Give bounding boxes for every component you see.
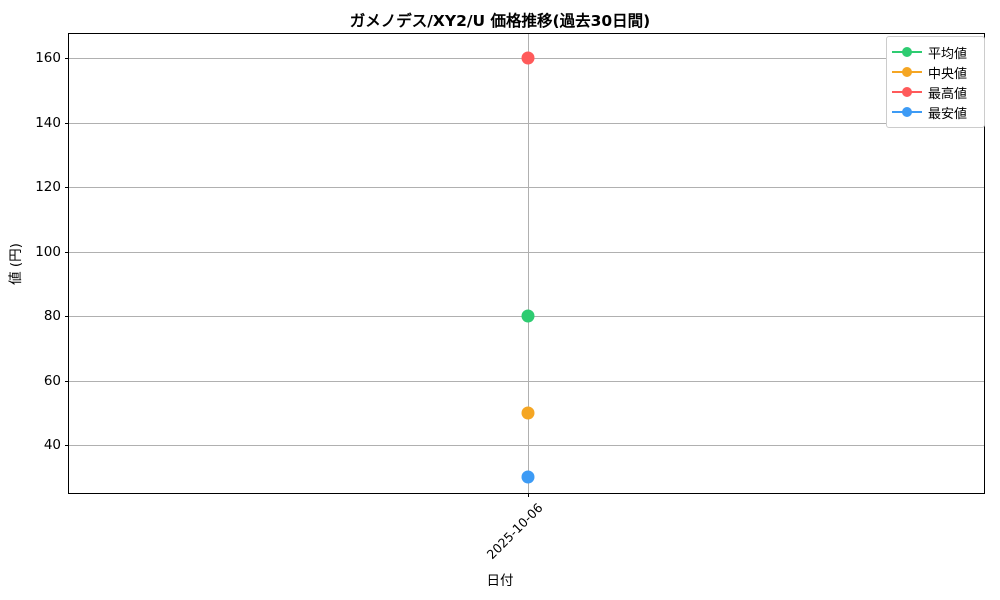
ytick-label-60: 60: [43, 372, 61, 389]
ytick-label-80: 80: [43, 308, 61, 324]
legend-label-median: 中央値: [928, 66, 968, 82]
data-point-最高値: [521, 51, 535, 65]
ytick-label-100: 100: [35, 243, 61, 260]
gridline-120: [69, 187, 984, 188]
x-axis-label: 日付: [486, 573, 514, 589]
legend-label-max: 最高値: [928, 86, 968, 102]
xtick-mark-2025-10-06: [528, 493, 530, 497]
ytick-mark-100: [65, 251, 69, 253]
legend-item-median[interactable]: 中央値: [892, 62, 978, 82]
plot-area: 160 140 120 100 80 60 40 2025-10-06: [35, 33, 985, 562]
ytick-mark-140: [65, 122, 69, 124]
chart-legend: 平均値 中央値 最高値 最安値: [886, 36, 985, 128]
ytick-label-160: 160: [35, 50, 61, 66]
legend-marker-icon-min: [892, 106, 922, 118]
gridline-100: [69, 251, 984, 253]
gridline-40: [69, 445, 984, 446]
ytick-mark-160: [65, 58, 69, 60]
legend-label-min: 最安値: [928, 106, 968, 122]
gridline-2025-10-06: [528, 34, 529, 493]
data-point-中央値: [521, 406, 535, 420]
ytick-label-140: 140: [35, 114, 61, 131]
data-point-平均値: [521, 309, 535, 323]
legend-item-min[interactable]: 最安値: [892, 102, 978, 122]
ytick-mark-80: [65, 316, 69, 318]
legend-marker-icon-max: [892, 86, 922, 98]
ytick-mark-60: [65, 380, 69, 382]
ytick-label-120: 120: [35, 179, 61, 195]
y-axis-label: 値 (円): [2, 0, 26, 527]
chart-title: ガメノデス/XY2/U 価格推移(過去30日間): [349, 12, 651, 30]
legend-item-max[interactable]: 最高値: [892, 82, 978, 102]
xtick-label-2025-10-06: 2025-10-06: [483, 500, 546, 562]
legend-marker-icon-median: [892, 66, 922, 78]
legend-marker-icon-average: [892, 46, 922, 58]
ytick-mark-40: [65, 445, 69, 447]
legend-label-average: 平均値: [928, 46, 968, 62]
ytick-label-40: 40: [43, 437, 61, 453]
y-axis-label-text: 値 (円): [8, 242, 25, 285]
legend-item-average[interactable]: 平均値: [892, 42, 978, 62]
gridline-140: [69, 122, 984, 124]
ytick-mark-120: [65, 187, 69, 189]
data-point-最安値: [521, 470, 535, 484]
gridline-60: [69, 380, 984, 382]
